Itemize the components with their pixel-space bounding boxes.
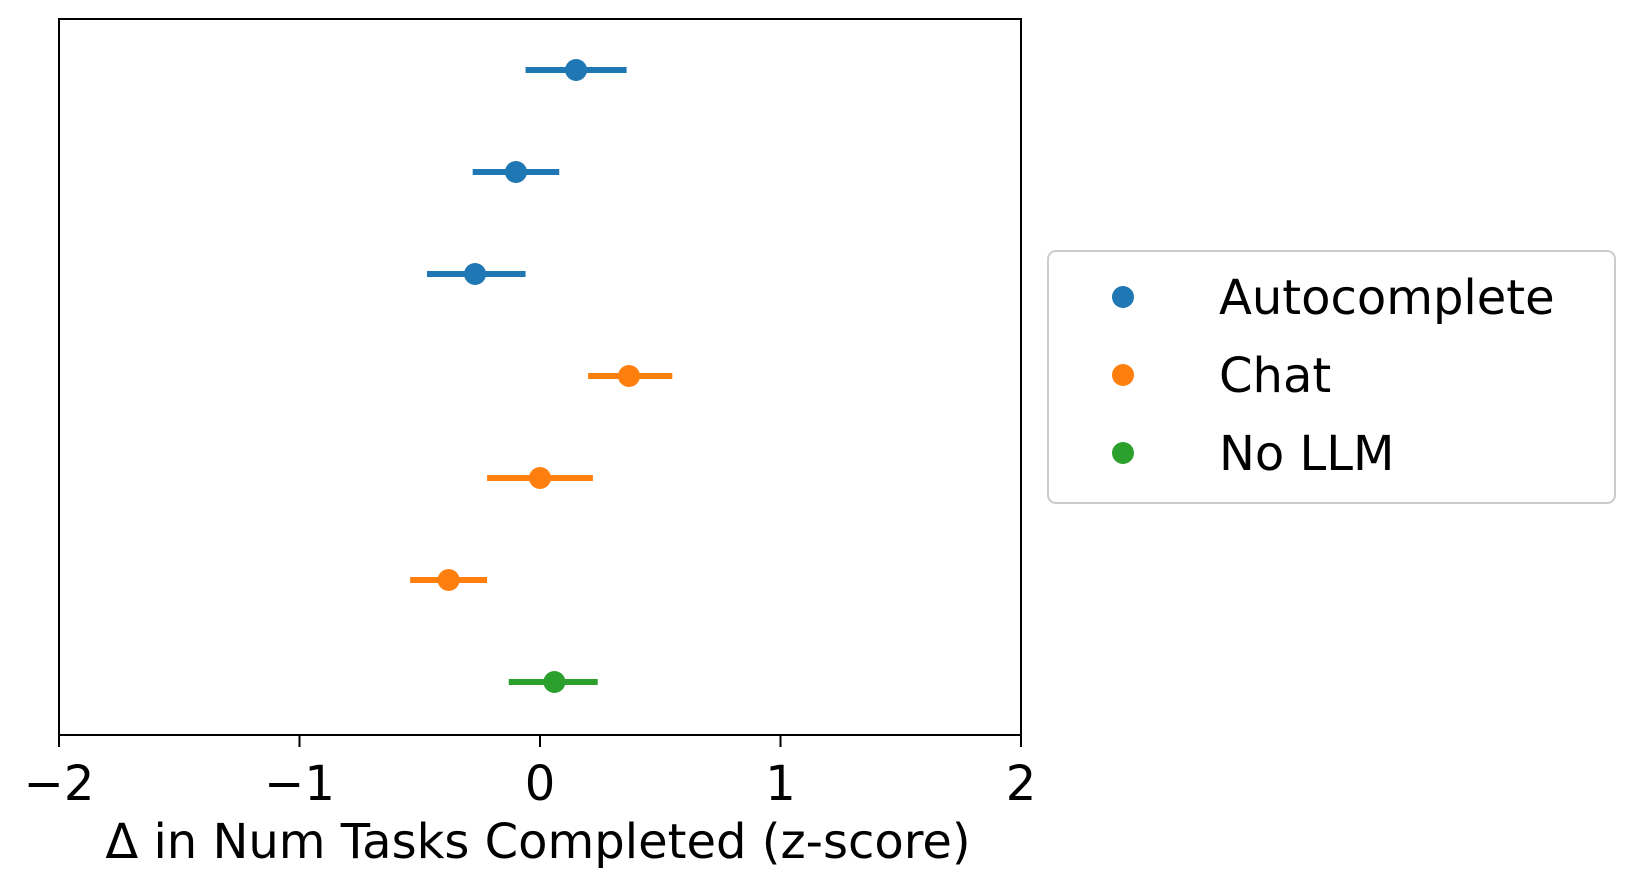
x-tick-label: 1: [765, 756, 796, 812]
x-axis: −2 −1 0 1 2: [24, 735, 1037, 812]
legend-marker: [1112, 364, 1134, 386]
x-tick-label: 0: [525, 756, 556, 812]
data-point: [529, 467, 551, 489]
x-tick-label: −1: [264, 756, 335, 812]
data-point: [543, 671, 566, 693]
x-tick-label: −2: [24, 756, 95, 812]
legend-frame: [1047, 250, 1616, 504]
data-point: [617, 365, 640, 387]
data-point: [464, 263, 487, 285]
legend-label: Chat: [1219, 348, 1331, 404]
legend: Autocomplete Chat No LLM: [1047, 250, 1616, 504]
data-point: [437, 569, 460, 591]
legend-marker: [1112, 286, 1134, 308]
data-point: [504, 161, 527, 183]
legend-label: No LLM: [1219, 426, 1394, 482]
plot-marks: [410, 59, 673, 693]
legend-marker: [1112, 442, 1134, 464]
x-tick-label: 2: [1006, 756, 1037, 812]
plot-frame: [58, 18, 1022, 736]
legend-label: Autocomplete: [1219, 270, 1555, 326]
data-point: [565, 59, 588, 81]
x-axis-label: Δ in Num Tasks Completed (z-score): [105, 814, 970, 870]
